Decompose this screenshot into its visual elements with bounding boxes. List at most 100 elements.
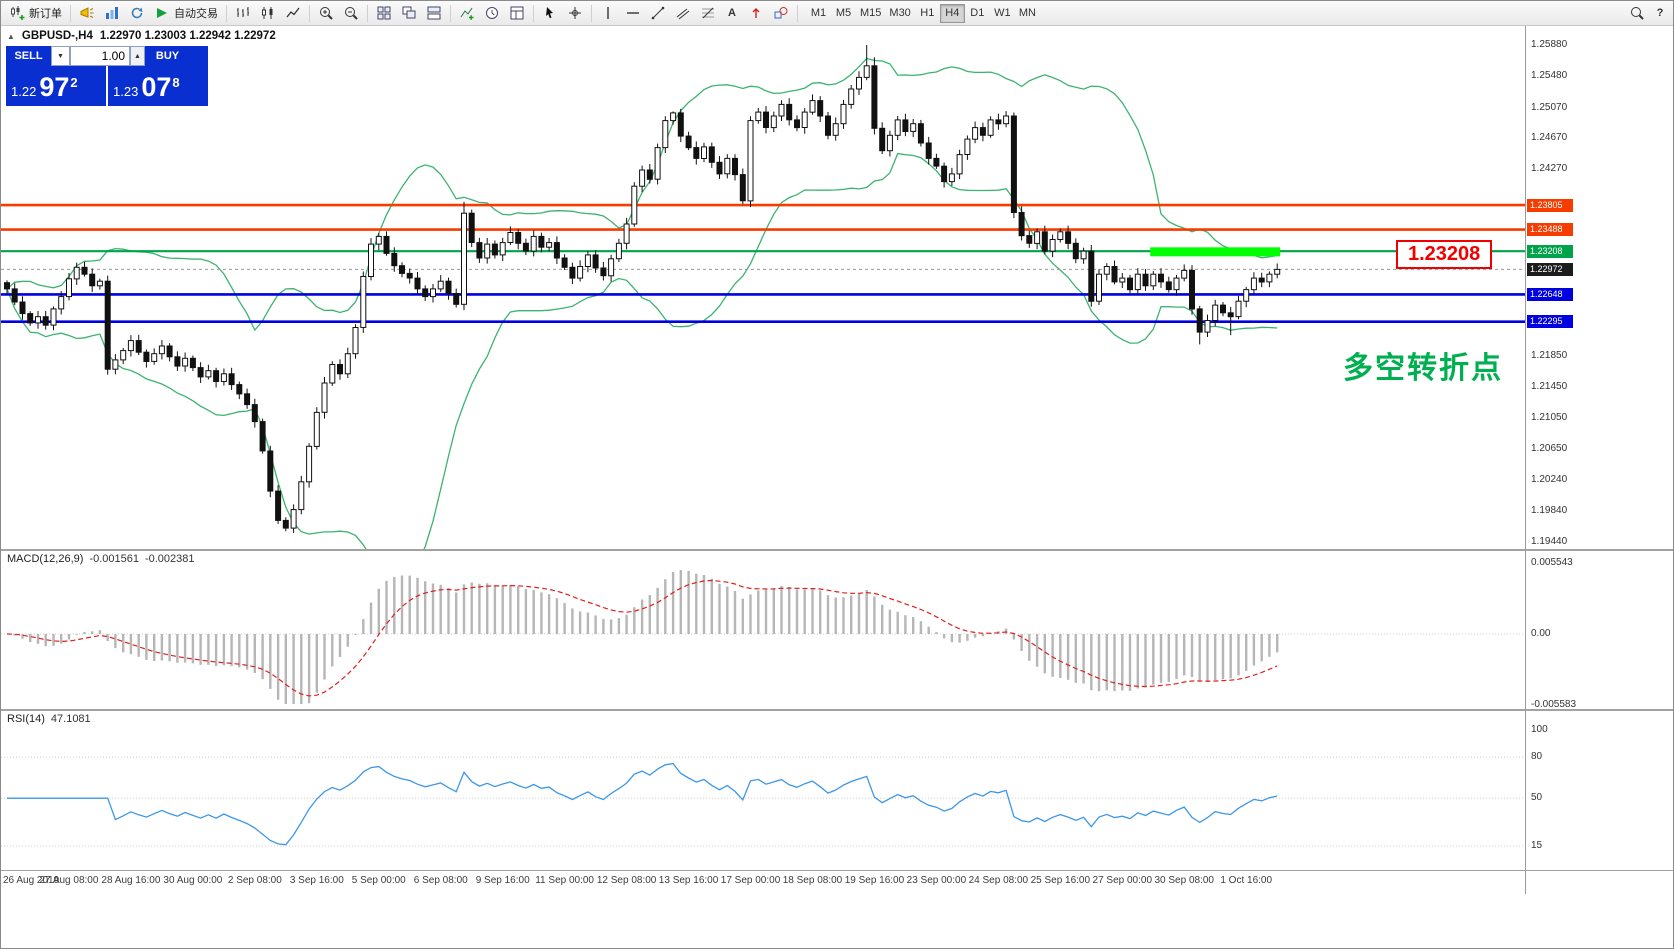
line-chart-button[interactable] xyxy=(281,3,305,24)
candle xyxy=(925,136,932,165)
zoom-out-button[interactable] xyxy=(339,3,363,24)
timeframe-W1[interactable]: W1 xyxy=(990,4,1015,23)
price-axis-label: 1.24670 xyxy=(1531,132,1568,144)
candle xyxy=(1158,268,1164,288)
candle xyxy=(972,121,979,144)
horizontal-line-button[interactable] xyxy=(621,3,645,24)
time-axis-label: 19 Sep 16:00 xyxy=(844,875,905,886)
macd-panel[interactable] xyxy=(1,551,1674,709)
macd-main-value: -0.001561 xyxy=(89,553,139,565)
timeframe-M30[interactable]: M30 xyxy=(885,4,914,23)
candle xyxy=(58,291,65,315)
candle xyxy=(592,250,599,273)
candle xyxy=(383,231,390,256)
timeframe-M5[interactable]: M5 xyxy=(831,4,856,23)
help-button[interactable]: ? xyxy=(1649,3,1671,24)
cascade-windows-button[interactable] xyxy=(397,3,421,24)
candle xyxy=(1181,264,1188,282)
refresh-button[interactable] xyxy=(125,3,149,24)
macd-signal-line xyxy=(6,579,1278,697)
cursor-button[interactable] xyxy=(538,3,562,24)
candle xyxy=(530,230,537,257)
candle xyxy=(724,154,731,179)
candle xyxy=(1049,234,1056,258)
candle xyxy=(701,142,707,163)
market-watch-icon xyxy=(106,7,118,19)
candlestick-chart-button[interactable] xyxy=(256,3,280,24)
timeframe-H1[interactable]: H1 xyxy=(915,4,940,23)
candle xyxy=(856,71,862,95)
megaphone-button[interactable] xyxy=(75,3,99,24)
time-axis-label: 28 Aug 16:00 xyxy=(101,875,161,886)
buy-button[interactable]: BUY xyxy=(145,46,190,66)
price-callout[interactable]: 1.23208 xyxy=(1396,240,1493,269)
candle xyxy=(1080,247,1087,264)
timeframe-MN[interactable]: MN xyxy=(1015,4,1040,23)
candle xyxy=(794,115,800,132)
chart-ohlc-values: 1.22970 1.23003 1.22942 1.22972 xyxy=(99,30,276,42)
candle xyxy=(368,238,374,281)
trendline-button[interactable] xyxy=(646,3,670,24)
candle xyxy=(344,347,351,379)
panel-splitter-macd[interactable] xyxy=(1,549,1673,551)
timeframe-D1[interactable]: D1 xyxy=(965,4,990,23)
arrange-windows-button[interactable] xyxy=(422,3,446,24)
sell-price[interactable]: 1.22 97 2 xyxy=(6,66,106,106)
candle xyxy=(1041,225,1048,255)
collapse-ohlc-icon[interactable]: ▲ xyxy=(7,31,15,41)
candle xyxy=(1173,275,1180,296)
crosshair-button[interactable] xyxy=(563,3,587,24)
channel-button[interactable] xyxy=(671,3,695,24)
order-type-dropdown[interactable]: ▼ xyxy=(51,46,70,66)
text-button[interactable]: A xyxy=(721,3,743,24)
sell-price-big: 97 xyxy=(39,72,70,102)
volume-up-button[interactable]: ▲ xyxy=(130,46,145,66)
vertical-line-button[interactable] xyxy=(596,3,620,24)
price-axis-label: 1.25480 xyxy=(1531,69,1568,81)
arrows-button[interactable] xyxy=(744,3,768,24)
highlight-bar[interactable] xyxy=(1150,247,1281,257)
candle xyxy=(236,381,243,400)
search-icon xyxy=(1631,7,1644,20)
indicators-button[interactable] xyxy=(455,3,479,24)
candle xyxy=(205,364,212,380)
candle xyxy=(321,377,328,419)
candle xyxy=(948,167,955,186)
candle xyxy=(1088,245,1095,307)
time-axis[interactable]: 26 Aug 2019 27 Aug 08:00 28 Aug 16:00 30 Au… xyxy=(1,872,1673,894)
candle xyxy=(693,141,700,165)
candle xyxy=(453,288,460,308)
shapes-button[interactable] xyxy=(769,3,793,24)
new-order-button[interactable]: 新订单 xyxy=(5,3,66,24)
candle xyxy=(422,285,429,301)
autotrading-button[interactable]: 自动交易 xyxy=(150,3,222,24)
macd-signal-value: -0.002381 xyxy=(144,553,195,565)
zoom-in-icon xyxy=(320,7,333,20)
sell-button[interactable]: SELL xyxy=(6,46,51,66)
candle xyxy=(89,268,96,292)
search-button[interactable] xyxy=(1625,3,1649,24)
candle xyxy=(1057,228,1064,243)
timeframe-M15[interactable]: M15 xyxy=(856,4,885,23)
panel-splitter-rsi[interactable] xyxy=(1,709,1673,711)
volume-input[interactable] xyxy=(70,46,130,66)
tile-windows-button[interactable] xyxy=(372,3,396,24)
market-watch-button[interactable] xyxy=(100,3,124,24)
fibonacci-button[interactable] xyxy=(696,3,720,24)
periods-button[interactable] xyxy=(480,3,504,24)
candle xyxy=(1119,273,1126,288)
rsi-panel[interactable] xyxy=(1,711,1674,869)
timeframe-H4[interactable]: H4 xyxy=(939,3,965,23)
main-chart[interactable] xyxy=(1,26,1674,549)
buy-price[interactable]: 1.23 07 8 xyxy=(108,66,208,106)
megaphone-icon xyxy=(80,7,94,18)
bar-chart-button[interactable] xyxy=(231,3,255,24)
timeframe-M1[interactable]: M1 xyxy=(806,4,831,23)
candle xyxy=(337,359,343,380)
candle xyxy=(786,98,793,126)
candle xyxy=(1150,271,1157,291)
candle xyxy=(1204,314,1211,337)
templates-button[interactable] xyxy=(505,3,529,24)
crosshair-icon xyxy=(569,7,581,19)
zoom-in-button[interactable] xyxy=(314,3,338,24)
